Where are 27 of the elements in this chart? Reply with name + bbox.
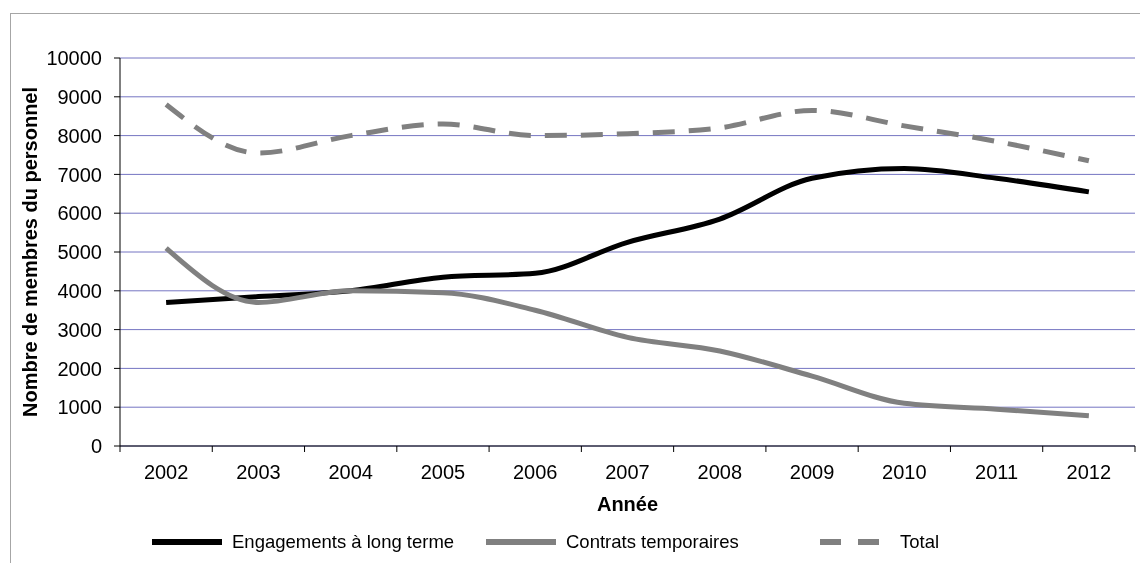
x-tick-label: 2007 [605, 461, 650, 483]
x-tick-label: 2009 [789, 461, 835, 483]
legend-label: Engagements à long terme [232, 531, 455, 553]
y-tick-label: 7000 [57, 163, 102, 186]
x-tick-label: 2008 [697, 461, 743, 483]
legend-label: Contrats temporaires [566, 531, 739, 553]
y-tick-label: 6000 [57, 202, 102, 225]
x-tick-label: 2005 [420, 461, 466, 483]
x-tick-label: 2004 [328, 461, 373, 483]
x-tick-label: 2003 [236, 461, 281, 483]
y-tick-label: 4000 [57, 279, 102, 302]
y-tick-label: 3000 [57, 318, 102, 341]
x-tick-label: 2010 [882, 461, 927, 483]
y-axis-title: Nombre de membres du personnel [19, 86, 41, 418]
y-tick-label: 0 [90, 435, 102, 458]
x-axis-title: Année [596, 493, 659, 515]
y-tick-label: 1000 [57, 396, 102, 419]
y-tick-label: 9000 [57, 85, 102, 108]
x-tick-label: 2012 [1066, 461, 1112, 483]
y-tick-label: 8000 [57, 124, 102, 147]
y-tick-label: 5000 [57, 241, 102, 264]
y-tick-label: 2000 [57, 357, 102, 380]
x-tick-label: 2006 [512, 461, 558, 483]
x-tick-label: 2011 [975, 461, 1019, 483]
y-tick-label: 10000 [46, 47, 102, 70]
x-tick-label: 2002 [143, 461, 189, 483]
legend-label: Total [900, 531, 940, 553]
